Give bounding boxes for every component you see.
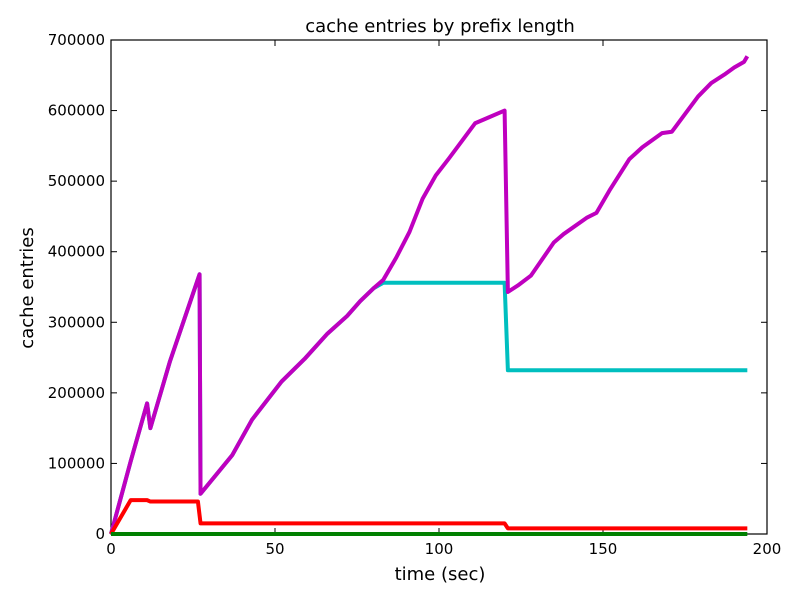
x-tick-label-2: 100	[425, 540, 454, 558]
x-tick-label-0: 0	[106, 540, 116, 558]
y-tick-label-4: 400000	[48, 243, 105, 261]
y-tick-label-6: 600000	[48, 102, 105, 120]
chart-title: cache entries by prefix length	[305, 16, 575, 37]
x-tick-label-3: 150	[589, 540, 618, 558]
y-tick-label-7: 700000	[48, 31, 105, 49]
y-tick-label-2: 200000	[48, 384, 105, 402]
series-line-1	[109, 272, 748, 535]
y-tick-label-1: 100000	[48, 454, 105, 472]
axes-group: 0 50 100 150 200 0 100000 200000 300000 400000 500…	[48, 31, 782, 558]
x-axis-label: time (sec)	[395, 564, 486, 585]
series-line-3	[109, 498, 748, 536]
x-tick-label-4: 200	[753, 540, 782, 558]
plot-frame	[110, 39, 768, 535]
y-tick-label-3: 300000	[48, 313, 105, 331]
x-tick-label-1: 50	[265, 540, 284, 558]
series-group	[109, 55, 750, 536]
y-tick-label-5: 500000	[48, 172, 105, 190]
y-axis-label: cache entries	[17, 227, 38, 348]
series-line-2	[109, 55, 750, 535]
y-tick-label-0: 0	[95, 525, 105, 543]
